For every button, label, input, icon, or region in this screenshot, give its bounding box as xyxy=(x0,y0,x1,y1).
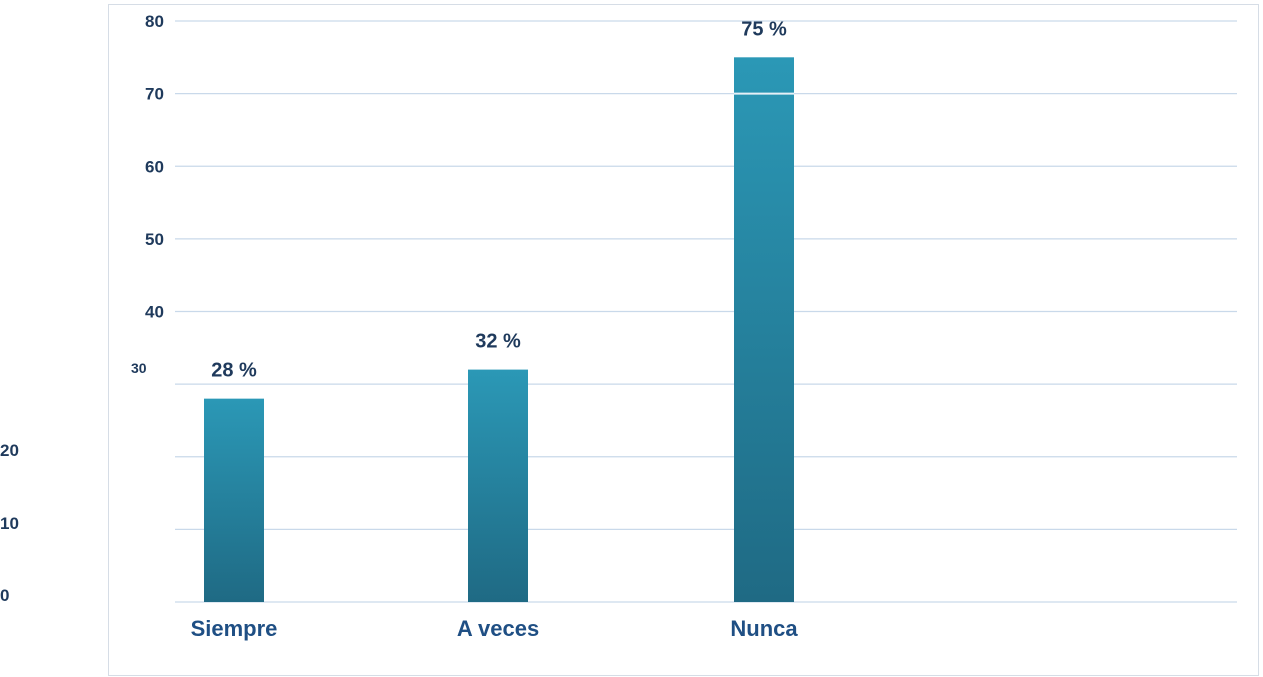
y-tick-label-0: 0 xyxy=(0,586,9,605)
gridlines xyxy=(175,20,1237,603)
data-label-a-veces: 32 % xyxy=(475,331,521,353)
data-label-siempre: 28 % xyxy=(211,360,257,382)
chart-frame xyxy=(108,4,1259,676)
x-tick-label-siempre: Siempre xyxy=(191,616,278,641)
y-tick-label-40: 40 xyxy=(145,303,164,322)
y-tick-label-70: 70 xyxy=(145,85,164,104)
data-label-nunca: 75 % xyxy=(741,18,787,40)
bar-nunca xyxy=(734,57,794,602)
bar-siempre xyxy=(204,398,264,602)
bar-a-veces xyxy=(468,369,528,602)
y-tick-label-50: 50 xyxy=(145,230,164,249)
x-tick-label-nunca: Nunca xyxy=(730,616,798,641)
bars xyxy=(204,57,794,602)
y-tick-label-10: 10 xyxy=(0,514,19,533)
x-tick-label-a-veces: A veces xyxy=(457,616,539,641)
x-axis-category-labels: Siempre A veces Nunca xyxy=(191,616,799,641)
y-axis-tick-labels: 0 10 20 30 40 50 60 70 80 xyxy=(0,12,164,605)
y-tick-label-60: 60 xyxy=(145,157,164,176)
y-tick-label-80: 80 xyxy=(145,12,164,31)
y-tick-label-20: 20 xyxy=(0,441,19,460)
data-labels: 28 % 32 % 75 % xyxy=(211,18,787,381)
y-tick-label-30: 30 xyxy=(131,360,147,376)
